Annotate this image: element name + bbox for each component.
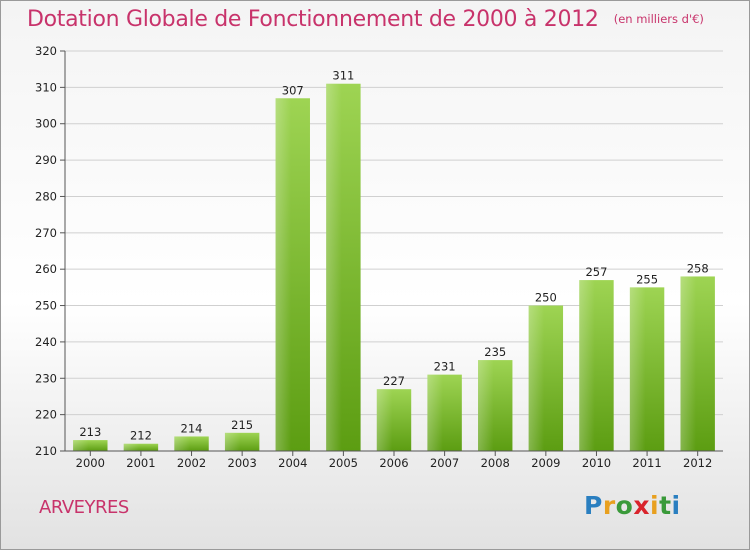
bar xyxy=(73,440,108,451)
x-tick-label: 2002 xyxy=(177,456,206,470)
data-label: 231 xyxy=(434,360,456,374)
bar-highlight xyxy=(123,443,140,451)
bar-highlight xyxy=(224,432,241,451)
x-tick-label: 2006 xyxy=(379,456,408,470)
bar-highlight xyxy=(275,98,292,451)
y-tick-label: 210 xyxy=(35,444,57,458)
axes-layer: 210 220 230 240 250 260 270 280 290 300 310 320 2000… xyxy=(35,44,723,470)
bar-highlight xyxy=(629,287,646,451)
bar-highlight xyxy=(579,280,595,451)
chart-unit-label: (en milliers d'€) xyxy=(613,12,704,26)
proxiti-logo[interactable]: Proxiti xyxy=(584,491,681,520)
bar-highlight xyxy=(528,305,545,451)
bar-highlight xyxy=(427,374,443,451)
bar-highlight xyxy=(376,389,393,451)
x-tick-label: 2005 xyxy=(329,456,358,470)
x-tick-label: 2010 xyxy=(582,456,611,470)
data-label: 257 xyxy=(585,265,607,279)
bar-highlight xyxy=(174,436,190,451)
bar xyxy=(123,443,159,451)
y-tick-label: 250 xyxy=(35,299,57,313)
y-tick-label: 220 xyxy=(35,408,57,422)
y-tick-label: 240 xyxy=(35,335,57,349)
data-label: 235 xyxy=(484,345,506,359)
logo-letter: o xyxy=(615,491,634,520)
x-tick-label: 2011 xyxy=(632,456,661,470)
bar-highlight xyxy=(73,440,89,451)
bars-layer: 213 212 214 215 307 311 227 231 235 250 257 255 258 xyxy=(73,69,715,452)
data-label: 212 xyxy=(130,429,152,443)
x-tick-label: 2008 xyxy=(481,456,510,470)
x-tick-label: 2007 xyxy=(430,456,459,470)
logo-letter: i xyxy=(671,491,681,520)
y-tick-label: 230 xyxy=(35,371,57,385)
logo-letter: r xyxy=(602,491,616,520)
x-tick-label: 2000 xyxy=(76,456,105,470)
logo-letter: i xyxy=(650,491,660,520)
data-label: 255 xyxy=(636,272,658,286)
data-label: 258 xyxy=(687,261,709,275)
bar-highlight xyxy=(680,276,696,451)
x-tick-label: 2001 xyxy=(126,456,155,470)
data-label: 213 xyxy=(79,425,101,439)
data-label: 227 xyxy=(383,374,405,388)
data-label: 215 xyxy=(231,418,253,432)
bar-highlight xyxy=(326,83,342,452)
y-tick-label: 310 xyxy=(35,80,57,94)
commune-name: ARVEYRES xyxy=(39,497,129,518)
x-tick-label: 2003 xyxy=(228,456,257,470)
y-tick-label: 300 xyxy=(35,117,57,131)
y-tick-label: 270 xyxy=(35,226,57,240)
y-tick-label: 280 xyxy=(35,189,57,203)
logo-letter: t xyxy=(659,491,672,520)
x-tick-label: 2004 xyxy=(278,456,307,470)
bar-highlight xyxy=(478,360,494,451)
chart-title: Dotation Globale de Fonctionnement de 20… xyxy=(27,7,599,32)
chart-title-block: Dotation Globale de Fonctionnement de 20… xyxy=(27,7,704,32)
y-tick-label: 290 xyxy=(35,153,57,167)
x-tick-label: 2012 xyxy=(683,456,712,470)
x-tick-label: 2009 xyxy=(531,456,560,470)
data-label: 250 xyxy=(535,291,557,305)
logo-letter: x xyxy=(633,491,650,520)
data-label: 311 xyxy=(332,69,354,83)
logo-letter: P xyxy=(584,491,603,520)
data-label: 307 xyxy=(282,83,304,97)
y-tick-label: 320 xyxy=(35,44,57,58)
y-tick-label: 260 xyxy=(35,262,57,276)
data-label: 214 xyxy=(181,421,203,435)
